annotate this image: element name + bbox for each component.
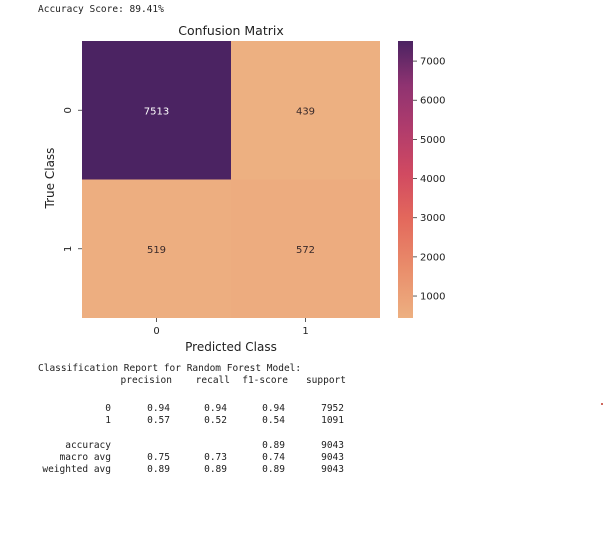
cell-precision: 0.89 <box>147 464 170 475</box>
y-tick-label-0: 0 <box>63 107 74 113</box>
report-title: Classification Report for Random Forest … <box>38 363 302 374</box>
report-row-class-0: 0 0.94 0.94 0.94 7952 <box>38 403 344 480</box>
colorbar <box>398 41 413 318</box>
header-recall: recall <box>195 375 230 386</box>
colorbar-tick-label-2: 3000 <box>420 213 445 224</box>
cell-support: 1091 <box>321 415 344 426</box>
cell-support: 9043 <box>321 440 344 451</box>
edge-marker-dot <box>601 403 603 405</box>
header-support: support <box>305 375 346 386</box>
report-header-row: precision recall f1-score support <box>38 375 346 441</box>
cell-support: 7952 <box>321 403 344 414</box>
cell-support: 9043 <box>321 452 344 463</box>
cell-recall: 0.94 <box>204 403 227 414</box>
cell-support: 9043 <box>321 464 344 475</box>
row-label: weighted avg <box>42 464 111 475</box>
cell-f1-score: 0.54 <box>262 415 285 426</box>
heatmap-cell-1-0 <box>82 179 231 318</box>
x-tick-label-1: 1 <box>302 326 308 337</box>
cell-recall: 0.73 <box>204 452 227 463</box>
report-row-accuracy: accuracy 0.89 9043 <box>38 440 344 517</box>
cell-value-label-0-1: 439 <box>296 106 315 117</box>
row-label: 0 <box>105 403 111 414</box>
cell-f1-score: 0.89 <box>262 440 285 451</box>
cell-recall: 0.52 <box>204 415 227 426</box>
cell-f1-score: 0.94 <box>262 403 285 414</box>
row-label: accuracy <box>65 440 111 451</box>
accuracy-score-text: Accuracy Score: 89.41% <box>38 4 164 15</box>
colorbar-tick-label-6: 7000 <box>420 57 445 68</box>
y-axis-label: True Class <box>43 148 57 210</box>
cell-f1-score: 0.89 <box>262 464 285 475</box>
x-tick-label-0: 0 <box>153 326 159 337</box>
colorbar-tick-label-3: 4000 <box>420 174 445 185</box>
heatmap-cell-0-0 <box>82 41 231 180</box>
y-tick-label-1: 1 <box>63 246 74 252</box>
row-label: macro avg <box>59 452 111 463</box>
chart-title: Confusion Matrix <box>178 23 284 38</box>
heatmap-cell-1-1 <box>231 179 380 318</box>
x-axis-label: Predicted Class <box>185 340 277 354</box>
colorbar-tick-label-5: 6000 <box>420 96 445 107</box>
colorbar-tick-label-0: 1000 <box>420 292 445 303</box>
row-label: 1 <box>105 415 111 426</box>
cell-value-label-1-1: 572 <box>296 245 315 256</box>
report-row-macro-avg: macro avg 0.75 0.73 0.74 9043 <box>38 452 344 529</box>
cell-f1-score: 0.74 <box>262 452 285 463</box>
heatmap-cell-0-1 <box>231 41 380 180</box>
colorbar-tick-label-4: 5000 <box>420 135 445 146</box>
confusion-matrix-chart: Confusion Matrix 7513 439 519 572 0 1 0 1 Pred… <box>43 23 445 354</box>
cell-value-label-1-0: 519 <box>147 245 166 256</box>
cell-precision: 0.75 <box>147 452 170 463</box>
colorbar-tick-label-1: 2000 <box>420 252 445 263</box>
cell-precision: 0.94 <box>147 403 170 414</box>
header-f1-score: f1-score <box>242 375 288 386</box>
cell-value-label-0-0: 7513 <box>144 106 169 117</box>
cell-recall: 0.89 <box>204 464 227 475</box>
cell-precision: 0.57 <box>147 415 170 426</box>
report-row-class-1: 1 0.57 0.52 0.54 1091 <box>38 415 344 492</box>
report-row-weighted-avg: weighted avg 0.89 0.89 0.89 9043 <box>38 464 344 541</box>
header-precision: precision <box>120 375 172 386</box>
